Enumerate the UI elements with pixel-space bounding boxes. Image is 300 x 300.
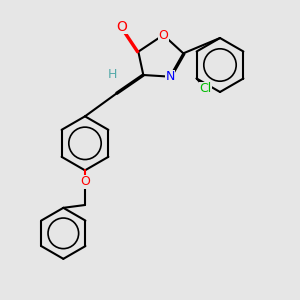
Text: O: O: [80, 175, 90, 188]
Text: H: H: [107, 68, 117, 82]
Text: N: N: [165, 70, 175, 83]
Text: O: O: [158, 28, 168, 41]
Text: Cl: Cl: [200, 82, 212, 95]
Text: O: O: [116, 20, 127, 34]
